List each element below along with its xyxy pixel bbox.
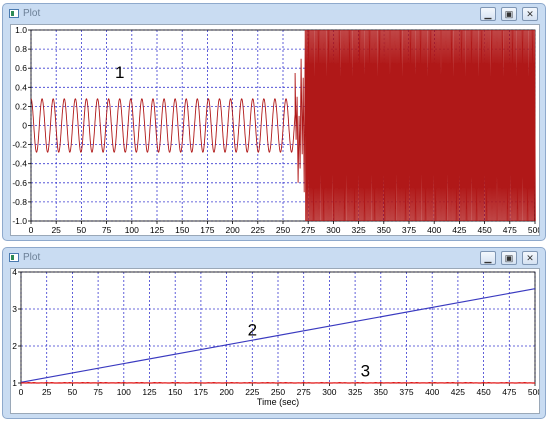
restore-button[interactable]: ▣ bbox=[501, 7, 517, 21]
x-tick-label: 100 bbox=[125, 225, 139, 235]
restore-button[interactable]: ▣ bbox=[501, 251, 517, 265]
app-icon bbox=[9, 9, 19, 18]
restore-icon: ▣ bbox=[504, 253, 514, 263]
x-tick-label: 300 bbox=[326, 225, 340, 235]
y-tick-label: 0.2 bbox=[15, 101, 27, 111]
x-tick-label: 275 bbox=[297, 387, 311, 397]
x-tick-label: 25 bbox=[51, 225, 61, 235]
y-tick-label: 0 bbox=[22, 121, 27, 131]
close-button[interactable]: ✕ bbox=[522, 7, 538, 21]
title-bar[interactable]: Plot ▁ ▣ ✕ bbox=[3, 248, 545, 268]
x-tick-label: 250 bbox=[276, 225, 290, 235]
x-tick-label: 75 bbox=[93, 387, 103, 397]
x-tick-label: 225 bbox=[251, 225, 265, 235]
x-tick-label: 125 bbox=[150, 225, 164, 235]
x-tick-label: 450 bbox=[477, 387, 491, 397]
plot-area: 0 25 50 75 100 125 150 175 200 225 250 275 300 325 350… bbox=[10, 24, 542, 245]
minimize-button[interactable]: ▁ bbox=[480, 7, 496, 21]
minimize-icon: ▁ bbox=[484, 9, 492, 19]
x-tick-label: 400 bbox=[427, 225, 441, 235]
minimize-button[interactable]: ▁ bbox=[480, 251, 496, 265]
x-tick-label: 500 bbox=[528, 387, 539, 397]
x-tick-label: 325 bbox=[352, 225, 366, 235]
x-tick-label: 325 bbox=[348, 387, 362, 397]
app-icon bbox=[9, 253, 19, 262]
series-line-1 bbox=[30, 29, 536, 222]
x-tick-label: 250 bbox=[271, 387, 285, 397]
x-tick-label: 400 bbox=[425, 387, 439, 397]
y-tick-label: -0.6 bbox=[12, 178, 27, 188]
x-tick-label: 300 bbox=[322, 387, 336, 397]
x-tick-label: 175 bbox=[200, 225, 214, 235]
y-tick-label: 0.6 bbox=[15, 63, 27, 73]
x-tick-label: 375 bbox=[399, 387, 413, 397]
x-tick-label: 475 bbox=[502, 387, 516, 397]
y-tick-label: -0.4 bbox=[12, 159, 27, 169]
x-axis-label: Time (sec) bbox=[257, 397, 299, 407]
series-annotation: 2 bbox=[248, 321, 257, 340]
close-button[interactable]: ✕ bbox=[522, 251, 538, 265]
window-title: Plot bbox=[23, 252, 41, 263]
x-tick-label: 75 bbox=[102, 225, 112, 235]
x-tick-label: 350 bbox=[377, 225, 391, 235]
x-tick-label: 475 bbox=[503, 225, 517, 235]
x-tick-label: 0 bbox=[19, 387, 24, 397]
x-tick-label: 175 bbox=[194, 387, 208, 397]
y-tick-label: 1 bbox=[12, 378, 17, 388]
x-tick-label: 500 bbox=[528, 225, 539, 235]
window-title: Plot bbox=[23, 8, 41, 19]
x-tick-label: 125 bbox=[142, 387, 156, 397]
x-tick-label: 0 bbox=[29, 225, 34, 235]
x-tick-label: 150 bbox=[168, 387, 182, 397]
y-tick-label: 0.4 bbox=[15, 82, 27, 92]
y-tick-label: 0.8 bbox=[15, 44, 27, 54]
x-tick-label: 275 bbox=[301, 225, 315, 235]
x-tick-label: 25 bbox=[42, 387, 52, 397]
chart-2: 0 25 50 75 100 125 150 175 200 225 250 275 300 325 350… bbox=[12, 267, 542, 407]
x-tick-label: 350 bbox=[374, 387, 388, 397]
series-annotation: 1 bbox=[115, 63, 124, 82]
x-tick-label: 200 bbox=[226, 225, 240, 235]
x-tick-label: 50 bbox=[77, 225, 87, 235]
x-tick-label: 450 bbox=[478, 225, 492, 235]
close-icon: ✕ bbox=[526, 9, 534, 19]
plot-window-bottom: Plot ▁ ▣ ✕ 0 25 50 75 100 125 150 175 200 225 250 2… bbox=[2, 247, 546, 419]
y-tick-label: 1.0 bbox=[15, 25, 27, 35]
y-tick-label: -0.2 bbox=[12, 140, 27, 150]
y-tick-label: 2 bbox=[12, 341, 17, 351]
x-tick-label: 225 bbox=[245, 387, 259, 397]
series-line-2 bbox=[20, 288, 536, 383]
plot-area: 0 25 50 75 100 125 150 175 200 225 250 275 300 325 350… bbox=[10, 267, 542, 414]
restore-icon: ▣ bbox=[504, 9, 514, 19]
x-tick-label: 100 bbox=[117, 387, 131, 397]
x-tick-label: 150 bbox=[175, 225, 189, 235]
chart-1: 0 25 50 75 100 125 150 175 200 225 250 275 300 325 350… bbox=[12, 25, 542, 245]
x-tick-label: 425 bbox=[451, 387, 465, 397]
y-tick-label: -1.0 bbox=[12, 216, 27, 226]
title-bar[interactable]: Plot ▁ ▣ ✕ bbox=[3, 4, 545, 24]
x-tick-label: 50 bbox=[68, 387, 78, 397]
close-icon: ✕ bbox=[526, 253, 534, 263]
series-annotation: 3 bbox=[361, 361, 370, 380]
y-tick-label: -0.8 bbox=[12, 197, 27, 207]
y-tick-label: 3 bbox=[12, 304, 17, 314]
x-tick-label: 200 bbox=[220, 387, 234, 397]
x-tick-label: 425 bbox=[452, 225, 466, 235]
plot-window-top: Plot ▁ ▣ ✕ 0 25 50 75 100 125 150 175 200 225 250 2… bbox=[2, 3, 546, 245]
minimize-icon: ▁ bbox=[484, 253, 492, 263]
x-tick-label: 375 bbox=[402, 225, 416, 235]
y-tick-label: 4 bbox=[12, 269, 17, 277]
